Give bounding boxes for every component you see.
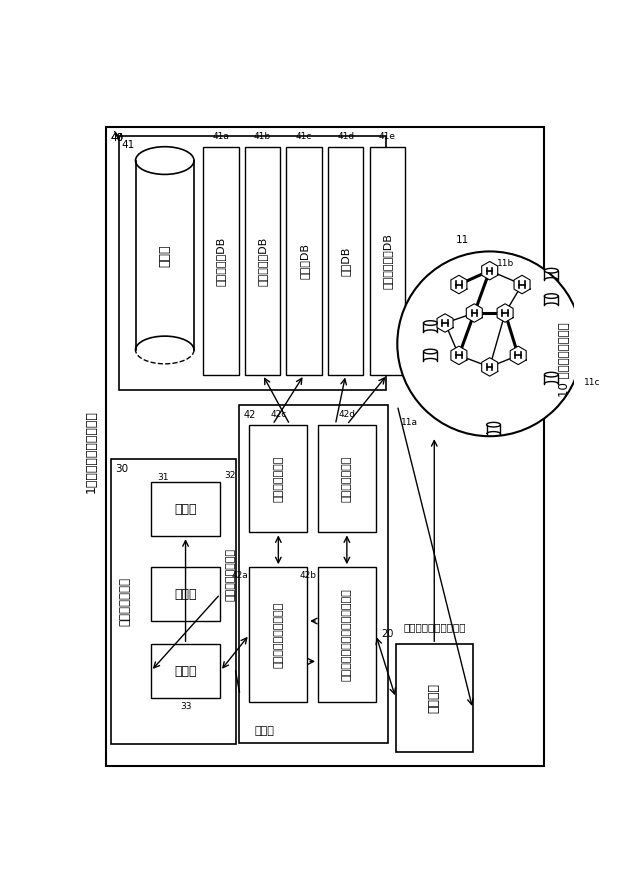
Text: レコメンデーション部: レコメンデーション部: [273, 601, 284, 668]
Text: 42: 42: [243, 410, 255, 420]
Text: 42c: 42c: [270, 409, 287, 419]
Text: ネットワークインタフェース部: ネットワークインタフェース部: [342, 588, 352, 681]
Text: トラヒックDB: トラヒックDB: [257, 237, 268, 286]
Circle shape: [397, 251, 582, 436]
Bar: [245, 147, 280, 375]
Bar: [151, 567, 220, 621]
Text: ネットワーク管理装置: ネットワーク管理装置: [403, 622, 465, 632]
Text: 41b: 41b: [254, 132, 271, 141]
Bar: [250, 425, 307, 533]
Bar: [369, 147, 405, 375]
Bar: [106, 127, 543, 766]
Polygon shape: [437, 314, 453, 332]
Polygon shape: [482, 261, 498, 280]
Text: 40: 40: [111, 133, 124, 143]
Text: 30: 30: [115, 464, 128, 474]
Text: 10 通信ネットワーク: 10 通信ネットワーク: [558, 321, 571, 397]
Bar: [328, 147, 364, 375]
Bar: [318, 425, 376, 533]
Text: カレンダ管理部: カレンダ管理部: [342, 456, 352, 502]
Bar: [118, 136, 386, 390]
Polygon shape: [482, 357, 498, 376]
Text: 33: 33: [180, 702, 191, 710]
Text: 41a: 41a: [212, 132, 229, 141]
Text: パス予約支援装置: パス予約支援装置: [225, 548, 236, 601]
Text: 31: 31: [157, 473, 168, 482]
Polygon shape: [451, 275, 467, 293]
Polygon shape: [497, 304, 513, 322]
Text: 41: 41: [122, 140, 135, 150]
Text: パス収容計算部: パス収容計算部: [273, 456, 284, 502]
Bar: [239, 406, 388, 743]
Text: 20: 20: [381, 630, 394, 639]
Bar: [396, 644, 473, 752]
Text: 制御部: 制御部: [255, 726, 275, 736]
Text: 網トポロジDB: 網トポロジDB: [216, 237, 226, 286]
Text: パスDB: パスDB: [340, 246, 351, 276]
Text: 制御部: 制御部: [174, 665, 197, 677]
Ellipse shape: [136, 146, 194, 174]
Ellipse shape: [545, 293, 558, 299]
Text: 入力部: 入力部: [174, 588, 197, 601]
Text: 網管理部: 網管理部: [428, 683, 441, 713]
Text: 11: 11: [456, 236, 469, 245]
Text: 記憶部: 記憶部: [158, 244, 172, 266]
Text: 11a: 11a: [401, 418, 418, 427]
Polygon shape: [514, 275, 530, 293]
Bar: [250, 567, 307, 702]
Text: 42b: 42b: [300, 571, 316, 580]
Ellipse shape: [424, 321, 437, 325]
Ellipse shape: [486, 422, 500, 427]
Text: 41d: 41d: [337, 132, 355, 141]
Bar: [111, 459, 236, 745]
Text: 表示部: 表示部: [174, 503, 197, 516]
Polygon shape: [467, 304, 483, 322]
Text: 11b: 11b: [497, 259, 515, 268]
Bar: [151, 644, 220, 698]
Bar: [204, 147, 239, 375]
Polygon shape: [451, 346, 467, 364]
Ellipse shape: [545, 268, 558, 273]
Text: 40: 40: [111, 133, 124, 143]
Text: 11c: 11c: [584, 378, 601, 387]
Text: 1パス予約支援システム: 1パス予約支援システム: [84, 410, 97, 493]
Text: 32: 32: [224, 471, 236, 480]
Bar: [287, 147, 322, 375]
Text: 網状態DB: 網状態DB: [299, 243, 309, 279]
Text: 41c: 41c: [296, 132, 312, 141]
Polygon shape: [510, 346, 526, 364]
Ellipse shape: [545, 372, 558, 377]
Bar: [151, 483, 220, 536]
Text: 41e: 41e: [379, 132, 396, 141]
Text: 42d: 42d: [339, 409, 355, 419]
Text: カレンダ管理DB: カレンダ管理DB: [382, 233, 392, 289]
Text: 42a: 42a: [231, 571, 248, 580]
Ellipse shape: [424, 350, 437, 354]
Bar: [318, 567, 376, 702]
Text: ユーザ端末装置: ユーザ端末装置: [118, 577, 131, 626]
